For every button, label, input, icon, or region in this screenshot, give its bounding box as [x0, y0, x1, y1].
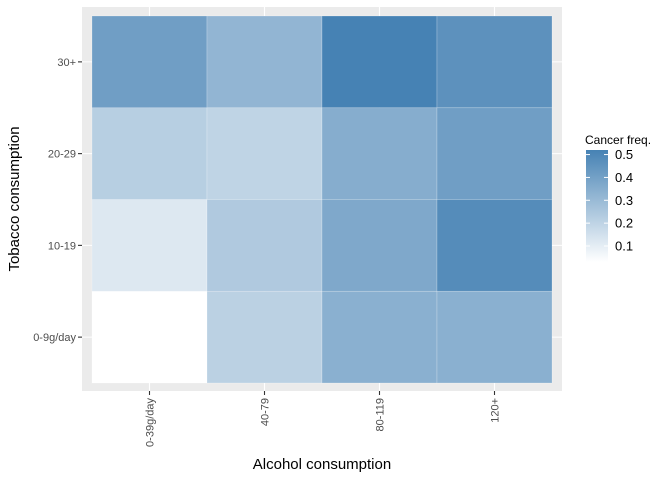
legend: Cancer freq. 0.5 0.4 0.3 0.2 0.1 — [585, 133, 651, 262]
heatmap-cell — [91, 107, 208, 200]
x-tick-label: 40-79 — [260, 398, 272, 426]
heatmap-cell — [206, 199, 323, 292]
legend-tick-label: 0.4 — [615, 170, 633, 185]
heatmap-cell — [321, 199, 438, 292]
heatmap-cell — [91, 199, 208, 292]
heatmap-cell — [206, 15, 323, 109]
heatmap-cell — [321, 15, 438, 109]
legend-tick-label: 0.2 — [615, 216, 633, 231]
heatmap-cell — [321, 107, 438, 200]
y-axis-title: Tobacco consumption — [6, 126, 23, 271]
legend-tick-label: 0.1 — [615, 239, 633, 254]
x-tick-label: 120+ — [490, 398, 502, 423]
y-axis: 0-9g/day 10-19 20-29 30+ — [33, 57, 82, 344]
legend-tick-label: 0.3 — [615, 193, 633, 208]
heatmap-cell — [91, 15, 208, 109]
legend-title: Cancer freq. — [585, 133, 651, 147]
heatmap-cell — [436, 15, 553, 109]
y-tick-label: 30+ — [57, 57, 76, 69]
heatmap-cell — [321, 290, 438, 384]
heatmap-cell — [206, 107, 323, 200]
heatmap-cell — [91, 290, 208, 384]
x-tick-label: 80-119 — [375, 398, 387, 431]
y-tick-label: 0-9g/day — [33, 332, 76, 344]
heatmap-cell — [436, 290, 553, 384]
heatmap-cell — [436, 107, 553, 200]
y-tick-label: 20-29 — [48, 149, 76, 161]
legend-tick-label: 0.5 — [615, 147, 633, 162]
legend-colorbar — [586, 150, 608, 262]
x-axis: 0-39g/day 40-79 80-119 120+ — [145, 391, 502, 447]
y-tick-label: 10-19 — [48, 240, 76, 252]
x-tick-label: 0-39g/day — [145, 398, 157, 447]
heatmap-cells — [91, 15, 553, 384]
x-axis-title: Alcohol consumption — [253, 456, 391, 473]
heatmap-cell — [436, 199, 553, 292]
heatmap-cell — [206, 290, 323, 384]
